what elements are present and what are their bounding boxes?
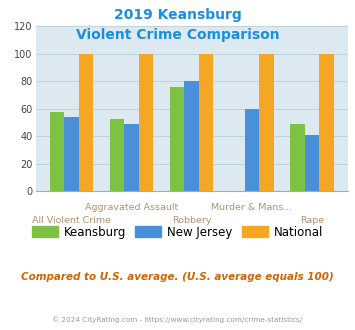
Bar bbox=[199, 54, 213, 191]
Bar bbox=[124, 124, 139, 191]
Bar bbox=[259, 54, 274, 191]
Text: Robbery: Robbery bbox=[172, 216, 212, 225]
Legend: Keansburg, New Jersey, National: Keansburg, New Jersey, National bbox=[27, 221, 328, 243]
Bar bbox=[110, 118, 124, 191]
Bar bbox=[319, 54, 334, 191]
Bar bbox=[305, 135, 319, 191]
Text: Violent Crime Comparison: Violent Crime Comparison bbox=[76, 28, 279, 42]
Text: © 2024 CityRating.com - https://www.cityrating.com/crime-statistics/: © 2024 CityRating.com - https://www.city… bbox=[53, 317, 302, 323]
Text: 2019 Keansburg: 2019 Keansburg bbox=[114, 8, 241, 22]
Bar bbox=[78, 54, 93, 191]
Bar bbox=[290, 124, 305, 191]
Text: Aggravated Assault: Aggravated Assault bbox=[85, 203, 178, 212]
Bar bbox=[50, 112, 64, 191]
Text: Murder & Mans...: Murder & Mans... bbox=[211, 203, 293, 212]
Bar bbox=[185, 82, 199, 191]
Text: Compared to U.S. average. (U.S. average equals 100): Compared to U.S. average. (U.S. average … bbox=[21, 272, 334, 282]
Text: All Violent Crime: All Violent Crime bbox=[32, 216, 111, 225]
Text: Rape: Rape bbox=[300, 216, 324, 225]
Bar bbox=[245, 109, 259, 191]
Bar bbox=[170, 87, 185, 191]
Bar bbox=[139, 54, 153, 191]
Bar bbox=[64, 117, 78, 191]
